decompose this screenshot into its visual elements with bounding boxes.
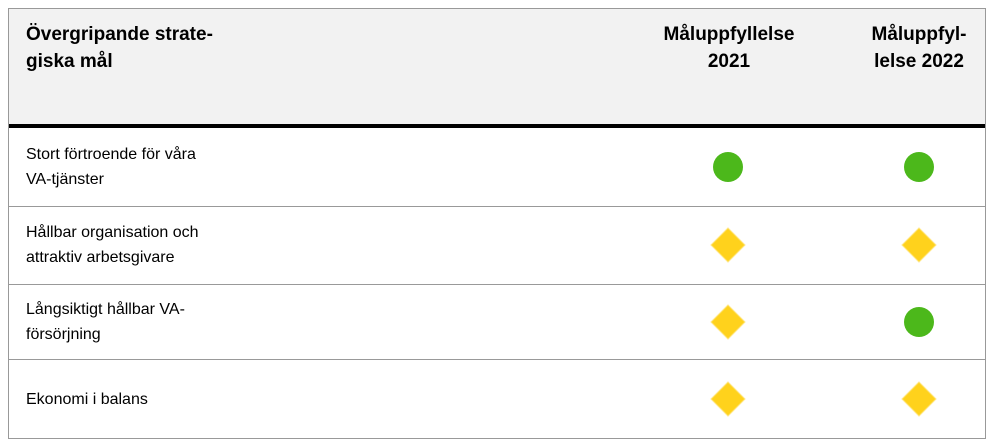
status-circle bbox=[904, 306, 934, 337]
table-row: Stort förtroende för våra VA-tjänster bbox=[9, 128, 985, 207]
status-icon bbox=[710, 227, 746, 263]
status-diamond bbox=[710, 381, 746, 417]
table-row: Långsiktigt hållbar VA- försörjning bbox=[9, 284, 985, 360]
row-label: Ekonomi i balans bbox=[26, 390, 148, 408]
status-icon bbox=[713, 152, 743, 182]
row-label: Stort förtroende för våra VA-tjänster bbox=[26, 146, 196, 188]
status-icon bbox=[710, 303, 746, 340]
row-label: Långsiktigt hållbar VA- försörjning bbox=[26, 300, 185, 343]
table-row: Hållbar organisation och attraktiv arbet… bbox=[9, 206, 985, 285]
header-cell: Måluppfyl- lelse 2022 bbox=[871, 24, 967, 72]
row-label: Hållbar organisation och attraktiv arbet… bbox=[26, 224, 199, 266]
status-icon bbox=[904, 306, 934, 337]
status-diamond bbox=[710, 303, 746, 340]
status-diamond bbox=[710, 227, 746, 263]
status-diamond bbox=[901, 227, 937, 263]
header-cell: Måluppfyllelse 2021 bbox=[663, 24, 795, 72]
status-icon bbox=[901, 381, 937, 417]
table: Övergripande strate- giska mål Måluppfyl… bbox=[8, 8, 986, 439]
status-circle bbox=[904, 152, 934, 182]
status-icon bbox=[710, 381, 746, 417]
header-cell: Övergripande strate- giska mål bbox=[26, 24, 213, 72]
status-diamond bbox=[901, 381, 937, 417]
status-icon bbox=[904, 152, 934, 182]
table-row: Ekonomi i balans bbox=[9, 359, 985, 439]
status-icon bbox=[901, 227, 937, 263]
header-row: Övergripande strate- giska mål Måluppfyl… bbox=[9, 9, 985, 128]
status-circle bbox=[713, 152, 743, 182]
